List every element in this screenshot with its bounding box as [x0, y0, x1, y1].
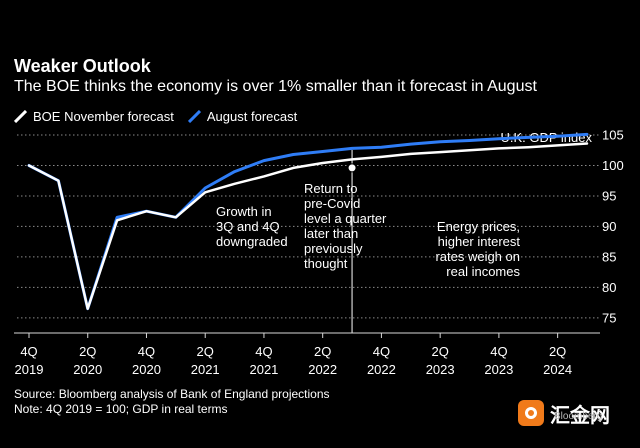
y-tick-label-85: 85: [602, 249, 616, 264]
x-tick-year-6: 2022: [367, 362, 396, 377]
chart-subtitle: The BOE thinks the economy is over 1% sm…: [14, 78, 537, 95]
x-tick-quarter-1: 2Q: [79, 344, 96, 359]
x-tick-year-2: 2020: [132, 362, 161, 377]
watermark: 汇金网: [518, 393, 638, 433]
footer: Source: Bloomberg analysis of Bank of En…: [14, 387, 330, 417]
x-tick-year-9: 2024: [543, 362, 572, 377]
legend: BOE November forecast August forecast: [14, 109, 311, 124]
series-line-boe-november-forecast: [27, 142, 589, 310]
annotation-1: Return to pre-Covid level a quarter later t…: [304, 181, 387, 271]
x-tick-year-4: 2021: [249, 362, 278, 377]
source-note: Source: Bloomberg analysis of Bank of En…: [14, 387, 330, 401]
legend-item-november: BOE November forecast: [14, 109, 174, 124]
watermark-sub: Bloomberg: [554, 411, 603, 422]
legend-label-august: August forecast: [206, 109, 298, 124]
annotation-2-line-1: higher interest: [438, 234, 521, 249]
annotation-0: Growth in 3Q and 4Q downgraded: [216, 204, 288, 249]
y-tick-label-75: 75: [602, 310, 616, 325]
x-tick-year-5: 2022: [308, 362, 337, 377]
y-tick-label-80: 80: [602, 280, 616, 295]
x-tick-quarter-6: 4Q: [373, 344, 390, 359]
annotation-1-line-4: previously: [304, 241, 363, 256]
x-tick-year-1: 2020: [73, 362, 102, 377]
annotation-0-line-2: downgraded: [216, 234, 288, 249]
x-tick-quarter-4: 4Q: [255, 344, 272, 359]
y-tick-label-90: 90: [602, 219, 616, 234]
x-tick-year-0: 2019: [15, 362, 44, 377]
pre-covid-marker: [347, 163, 357, 173]
annotation-0-line-0: Growth in: [216, 204, 272, 219]
x-tick-year-7: 2023: [426, 362, 455, 377]
annotation-1-line-3: later than: [304, 226, 358, 241]
annotation-1-line-1: pre-Covid: [304, 196, 360, 211]
legend-swatch-august: [187, 110, 201, 123]
annotation-1-line-5: thought: [304, 256, 348, 271]
annotation-0-line-1: 3Q and 4Q: [216, 219, 280, 234]
series-line-august-forecast: [27, 132, 589, 311]
annotation-1-line-0: Return to: [304, 181, 357, 196]
legend-swatch-november: [14, 110, 27, 123]
annotation-2-line-3: real incomes: [446, 264, 520, 279]
watermark-logo-icon: [518, 400, 544, 426]
annotation-2-line-0: Energy prices,: [437, 219, 520, 234]
x-tick-quarter-2: 4Q: [138, 344, 155, 359]
x-tick-quarter-5: 2Q: [314, 344, 331, 359]
watermark-text: 汇金网: [550, 404, 610, 427]
y-tick-label-105: 105: [602, 128, 624, 143]
legend-item-august: August forecast: [187, 109, 298, 124]
y-tick-label-95: 95: [602, 188, 616, 203]
annotation-2: Energy prices, higher interest rates weigh…: [435, 219, 520, 279]
x-tick-quarter-9: 2Q: [549, 344, 566, 359]
annotation-1-line-2: level a quarter: [304, 211, 387, 226]
legend-label-november: BOE November forecast: [33, 109, 174, 124]
chart-title: Weaker Outlook: [14, 56, 151, 76]
x-tick-quarter-0: 4Q: [20, 344, 37, 359]
annotation-2-line-2: rates weigh on: [435, 249, 520, 264]
index-note: Note: 4Q 2019 = 100; GDP in real terms: [14, 402, 228, 416]
x-tick-quarter-7: 2Q: [431, 344, 448, 359]
y-tick-label-100: 100: [602, 158, 624, 173]
x-tick-year-3: 2021: [191, 362, 220, 377]
x-tick-quarter-8: 4Q: [490, 344, 507, 359]
x-tick-quarter-3: 2Q: [197, 344, 214, 359]
x-tick-year-8: 2023: [484, 362, 513, 377]
